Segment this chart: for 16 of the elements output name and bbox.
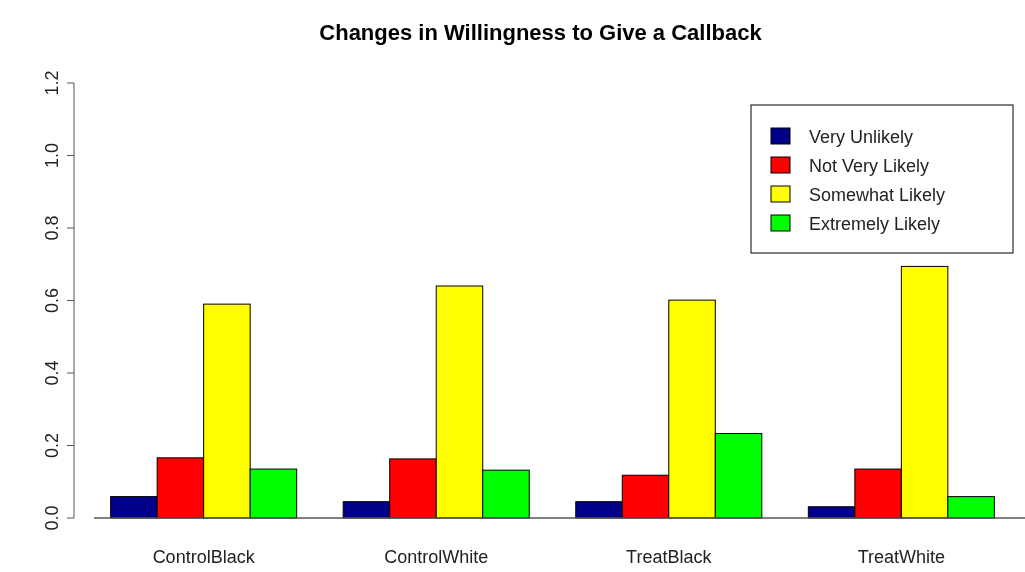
y-tick-label: 0.2	[42, 432, 62, 459]
y-tick-label: 0.8	[42, 215, 62, 241]
x-tick-label: TreatBlack	[626, 547, 713, 567]
legend-label: Somewhat Likely	[809, 185, 946, 205]
y-tick-label: 1.2	[42, 70, 62, 96]
y-tick-label: 1.0	[42, 142, 62, 169]
legend-label: Not Very Likely	[809, 156, 930, 176]
legend-label: Very Unlikely	[809, 127, 914, 147]
chart-title: Changes in Willingness to Give a Callback	[319, 20, 763, 45]
x-tick-label: TreatWhite	[857, 547, 946, 567]
y-tick-label: 0.4	[42, 360, 62, 386]
legend-label: Extremely Likely	[809, 214, 941, 234]
x-tick-label: ControlWhite	[384, 547, 489, 567]
x-tick-label: ControlBlack	[152, 547, 256, 567]
y-tick-label: 0.6	[42, 287, 62, 314]
y-tick-label: 0.0	[42, 505, 62, 531]
